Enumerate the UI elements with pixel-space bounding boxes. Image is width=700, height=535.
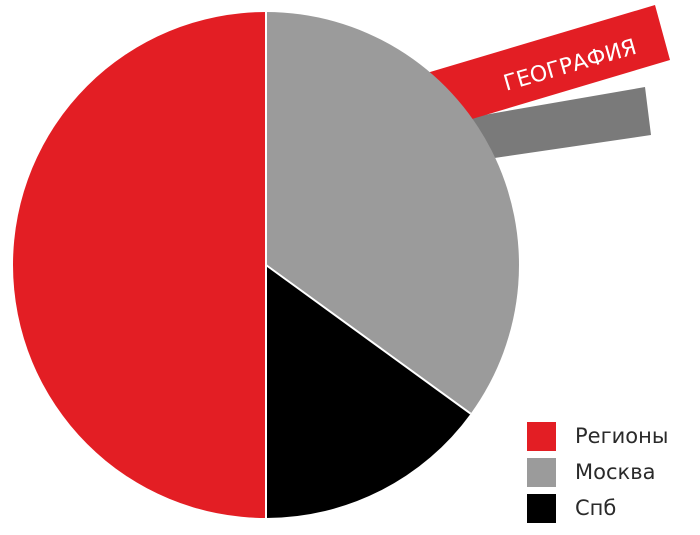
title-banner-ribbon [420, 5, 670, 130]
legend-item-moscow: Москва [527, 454, 700, 490]
pie-slice-spb [266, 265, 471, 518]
pie-separator-spb [265, 264, 472, 415]
legend-label-regions: Регионы [575, 423, 669, 448]
pie-slice-moscow [266, 12, 519, 414]
title-banner-shadow [455, 87, 651, 162]
legend-swatch-regions [527, 421, 556, 451]
legend-swatch-moscow [527, 457, 556, 487]
title-banner: ГЕОГРАФИЯ [420, 5, 670, 162]
legend-item-spb: Спб [527, 490, 700, 526]
pie-slices [13, 12, 519, 518]
legend: Регионы Москва Спб [527, 418, 700, 526]
legend-label-spb: Спб [575, 495, 617, 520]
legend-item-regions: Регионы [527, 418, 700, 454]
legend-swatch-spb [527, 493, 556, 523]
pie-slice-regions [13, 12, 266, 518]
legend-label-moscow: Москва [575, 459, 656, 484]
